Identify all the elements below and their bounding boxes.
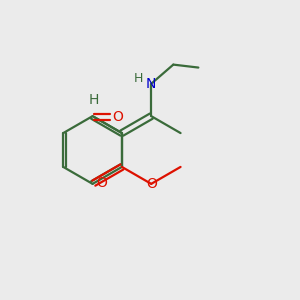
Text: O: O [112,110,123,124]
Text: H: H [134,72,144,85]
Text: N: N [146,77,156,91]
Text: O: O [96,176,107,190]
Text: O: O [146,177,157,191]
Text: H: H [89,94,99,107]
